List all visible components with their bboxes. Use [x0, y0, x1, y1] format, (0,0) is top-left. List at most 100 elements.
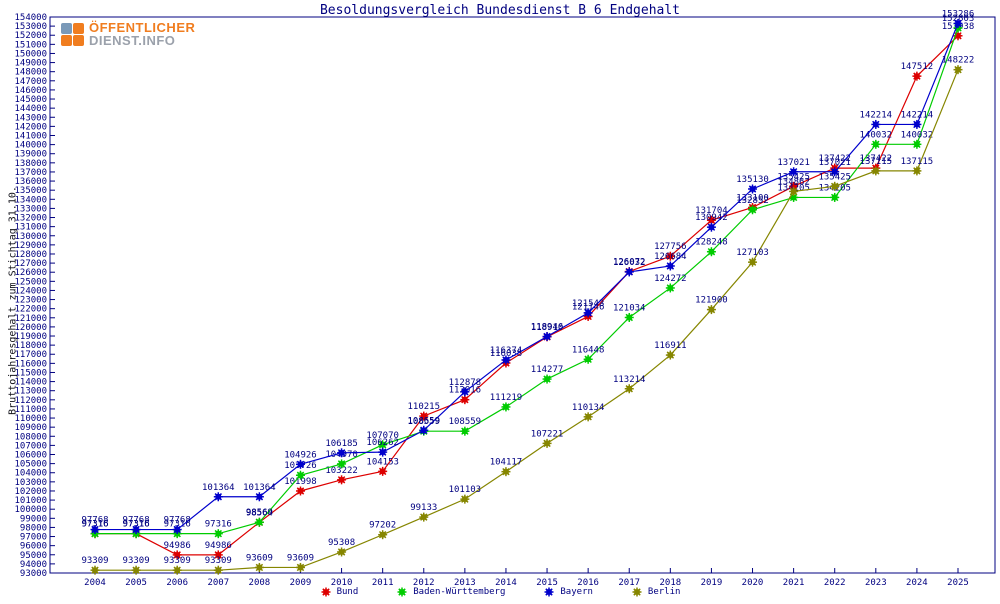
value-label: 148222 [942, 56, 975, 66]
legend-label: Berlin [647, 587, 681, 597]
svg-text:118000: 118000 [14, 341, 47, 351]
data-point-marker [830, 181, 840, 191]
data-point-marker [378, 530, 388, 540]
svg-text:123000: 123000 [14, 296, 47, 306]
svg-text:2022: 2022 [824, 578, 846, 588]
svg-text:2006: 2006 [166, 578, 188, 588]
svg-text:120000: 120000 [14, 323, 47, 333]
svg-text:121000: 121000 [14, 314, 47, 324]
data-point-marker [460, 494, 470, 504]
data-point-marker [419, 411, 429, 421]
value-label: 94986 [164, 541, 191, 551]
value-label: 111219 [490, 393, 523, 403]
y-axis: 9300094000950009600097000980009900010000… [14, 13, 55, 579]
value-label: 121543 [572, 299, 605, 309]
value-label: 126072 [613, 258, 646, 268]
value-label: 93309 [205, 556, 232, 566]
data-point-marker [254, 517, 264, 527]
svg-text:2004: 2004 [84, 578, 106, 588]
value-label: 107221 [531, 429, 564, 439]
svg-text:135000: 135000 [14, 186, 47, 196]
value-label: 140032 [901, 130, 934, 140]
value-label: 127756 [654, 242, 687, 252]
value-label: 93609 [246, 553, 273, 563]
logo-square-orange [73, 34, 84, 46]
svg-text:103000: 103000 [14, 478, 47, 488]
svg-text:109000: 109000 [14, 423, 47, 433]
data-point-marker [871, 119, 881, 129]
value-label: 101998 [284, 477, 317, 487]
legend-item-bund: Bund [320, 586, 358, 598]
value-label: 124272 [654, 274, 687, 284]
svg-text:95000: 95000 [20, 551, 47, 561]
svg-text:149000: 149000 [14, 59, 47, 69]
svg-text:96000: 96000 [20, 542, 47, 552]
svg-text:111000: 111000 [14, 405, 47, 415]
value-label: 97316 [81, 520, 108, 530]
data-point-marker [501, 402, 511, 412]
data-point-marker [213, 565, 223, 575]
series-line [95, 27, 959, 535]
svg-text:2019: 2019 [701, 578, 723, 588]
value-label: 110134 [572, 403, 605, 413]
value-label: 121034 [613, 303, 646, 313]
value-label: 104926 [284, 450, 317, 460]
svg-text:153000: 153000 [14, 22, 47, 32]
svg-text:154000: 154000 [14, 13, 47, 23]
svg-text:2017: 2017 [618, 578, 640, 588]
data-point-marker [912, 71, 922, 81]
svg-text:112000: 112000 [14, 396, 47, 406]
value-label: 126684 [654, 252, 687, 262]
plot-border [49, 16, 996, 574]
svg-text:105000: 105000 [14, 460, 47, 470]
data-point-marker [706, 222, 716, 232]
value-label: 137115 [860, 157, 893, 167]
svg-text:99000: 99000 [20, 514, 47, 524]
svg-text:2020: 2020 [742, 578, 764, 588]
svg-text:129000: 129000 [14, 241, 47, 251]
data-point-marker [632, 587, 642, 597]
svg-text:2023: 2023 [865, 578, 887, 588]
svg-text:139000: 139000 [14, 150, 47, 160]
data-point-marker [871, 166, 881, 176]
data-point-marker [748, 184, 758, 194]
data-point-marker [213, 492, 223, 502]
x-axis: 2004 2005 2006 2007 2008 2009 2010 2011 2012 2013… [84, 568, 969, 588]
data-point-marker [397, 587, 407, 597]
svg-text:2008: 2008 [249, 578, 271, 588]
chart-legend: Bund Baden-Württemberg Bayern Berlin [0, 586, 1000, 598]
value-label: 116911 [654, 341, 687, 351]
value-label: 101103 [449, 485, 482, 495]
svg-text:146000: 146000 [14, 86, 47, 96]
value-label: 128248 [695, 238, 728, 248]
y-axis-title: Bruttojahresgehalt zum Stichtag 31.10. [7, 186, 19, 415]
svg-text:108000: 108000 [14, 432, 47, 442]
legend-label: Bayern [560, 587, 593, 597]
svg-text:98000: 98000 [20, 523, 47, 533]
value-label: 103222 [325, 466, 358, 476]
svg-text:2018: 2018 [659, 578, 681, 588]
svg-text:2011: 2011 [372, 578, 394, 588]
value-label: 110215 [408, 402, 441, 412]
data-point-marker [501, 355, 511, 365]
value-label: 142214 [901, 110, 934, 120]
value-label: 142214 [860, 110, 893, 120]
data-point-marker [624, 384, 634, 394]
value-label: 127103 [736, 248, 769, 258]
value-label: 116448 [572, 345, 605, 355]
value-label: 113214 [613, 375, 646, 385]
svg-text:150000: 150000 [14, 49, 47, 59]
data-point-marker [254, 562, 264, 572]
svg-text:114000: 114000 [14, 378, 47, 388]
value-label: 137021 [818, 158, 851, 168]
data-point-marker [624, 267, 634, 277]
legend-marker [397, 587, 407, 597]
svg-text:136000: 136000 [14, 177, 47, 187]
data-point-marker [419, 425, 429, 435]
value-label: 137422 [860, 154, 893, 164]
chart-title: Besoldungsvergleich Bundesdienst B 6 End… [319, 3, 681, 18]
svg-text:104000: 104000 [14, 469, 47, 479]
data-point-marker [90, 525, 100, 535]
